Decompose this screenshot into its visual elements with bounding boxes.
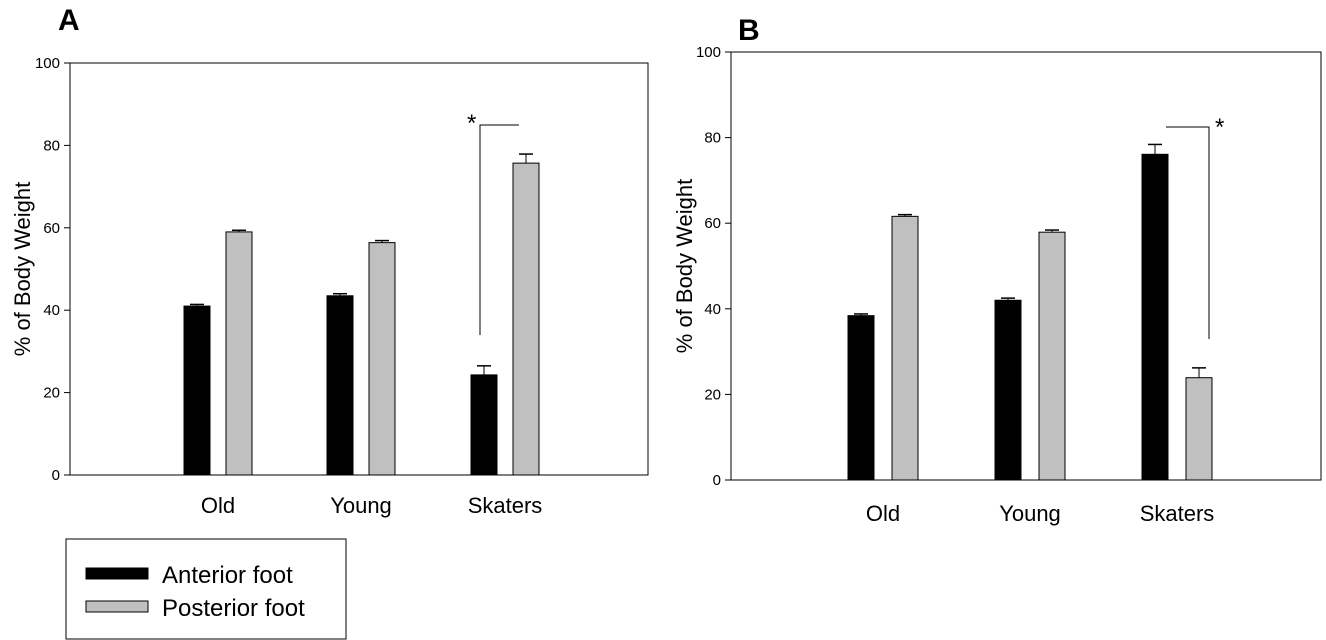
panel-b-bar-anterior-old: [847, 315, 875, 481]
panel-a-bracket-line: [479, 124, 519, 335]
legend-label-posterior: Posterior foot: [162, 595, 305, 622]
panel-a-bars: [183, 153, 540, 476]
panel-b: B 0 20 40 60 80 100 Old Young Skaters % of Body…: [672, 14, 1322, 526]
panel-a-letter: A: [58, 4, 80, 37]
legend-swatch-anterior: [85, 567, 149, 580]
panel-b-category-label-young: Young: [999, 501, 1061, 526]
panel-a-bar-anterior-young: [326, 295, 354, 476]
panel-b-y-tick-label: 60: [704, 215, 721, 232]
legend-frame: [65, 538, 347, 640]
panel-b-significance-bracket: *: [1166, 114, 1224, 339]
panel-b-y-tick-label: 40: [704, 301, 721, 318]
legend-swatch-posterior: [85, 600, 149, 613]
panel-a-y-axis-title: % of Body Weight: [10, 182, 35, 356]
panel-b-category-label-skaters: Skaters: [1140, 501, 1215, 526]
panel-b-y-axis: 0 20 40 60 80 100: [696, 44, 731, 489]
panel-b-significance-star: *: [1215, 114, 1224, 141]
panel-a-y-tick-label: 0: [52, 467, 60, 484]
panel-b-y-tick-label: 0: [713, 472, 721, 489]
panel-a-bar-posterior-young: [368, 242, 396, 476]
panel-a-x-axis: Old Young Skaters: [201, 493, 542, 518]
panel-a-significance-star: *: [467, 110, 476, 137]
panel-a-y-tick-label: 60: [43, 220, 60, 237]
panel-a-plot-frame: [69, 62, 649, 476]
panel-b-x-axis: Old Young Skaters: [866, 501, 1214, 526]
panel-b-bar-anterior-skaters: [1141, 153, 1169, 481]
panel-b-plot-frame: [730, 51, 1322, 481]
panel-a-y-tick-label: 20: [43, 385, 60, 402]
panel-b-category-label-old: Old: [866, 501, 900, 526]
panel-a-bar-posterior-skaters: [512, 162, 540, 476]
panel-a-category-label-old: Old: [201, 493, 235, 518]
panel-a-category-label-skaters: Skaters: [468, 493, 543, 518]
panel-b-y-tick-label: 20: [704, 386, 721, 403]
panel-a-significance-bracket: *: [467, 110, 519, 335]
panel-a-y-tick-label: 100: [35, 55, 60, 72]
panel-b-bar-posterior-old: [891, 215, 919, 481]
panel-b-y-tick-label: 100: [696, 44, 721, 61]
panel-a: A 0 20 40 60 80 100 Old Young Skaters % of Body…: [10, 4, 649, 518]
panel-a-y-tick-label: 80: [43, 137, 60, 154]
legend: Anterior foot Posterior foot: [65, 538, 347, 640]
panel-a-bar-anterior-old: [183, 305, 211, 476]
panel-b-bar-posterior-young: [1038, 231, 1066, 481]
panel-b-bar-anterior-young: [994, 299, 1022, 481]
legend-label-anterior: Anterior foot: [162, 562, 293, 589]
panel-b-y-axis-title: % of Body Weight: [672, 179, 697, 353]
panel-a-y-tick-label: 40: [43, 302, 60, 319]
panel-b-bar-posterior-skaters: [1185, 377, 1213, 481]
panel-b-y-tick-label: 80: [704, 130, 721, 147]
panel-a-bar-posterior-old: [225, 231, 253, 476]
panel-b-bars: [847, 143, 1213, 481]
panel-a-category-label-young: Young: [330, 493, 392, 518]
panel-a-y-axis: 0 20 40 60 80 100: [35, 55, 70, 484]
panel-a-bar-anterior-skaters: [470, 374, 498, 476]
panel-b-letter: B: [738, 14, 760, 47]
panel-b-bracket-line: [1166, 126, 1210, 339]
